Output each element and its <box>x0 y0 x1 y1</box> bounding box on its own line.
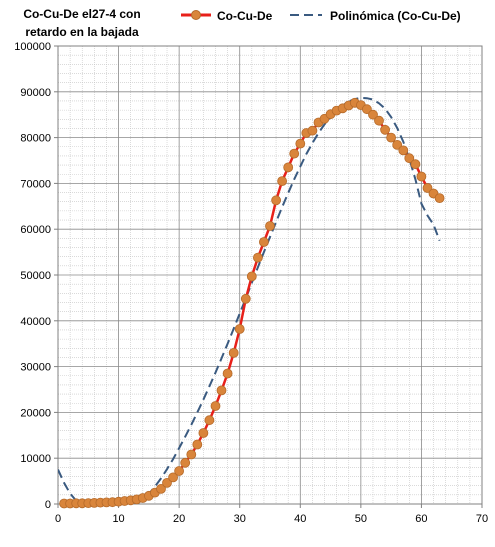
data-point-co-cu-de <box>392 139 403 150</box>
y-tick-label: 80000 <box>20 133 51 145</box>
data-point-co-cu-de <box>295 138 306 149</box>
legend-marker-co-cu-de <box>191 10 201 20</box>
chart-title-line-2: retardo en la bajada <box>25 25 139 39</box>
y-tick-label: 90000 <box>20 87 51 99</box>
legend-label-co-cu-de: Co-Cu-De <box>217 9 273 23</box>
y-tick-label: 10000 <box>20 453 51 465</box>
data-point-co-cu-de <box>174 466 185 476</box>
data-point-co-cu-de <box>374 115 384 126</box>
y-tick-label: 30000 <box>20 362 51 374</box>
data-point-co-cu-de <box>198 428 209 438</box>
data-point-co-cu-de <box>307 125 318 136</box>
data-point-co-cu-de <box>416 171 427 182</box>
data-point-co-cu-de <box>277 176 288 187</box>
data-point-co-cu-de <box>434 193 445 204</box>
data-point-co-cu-de <box>186 449 197 460</box>
data-point-co-cu-de <box>265 221 275 231</box>
x-tick-label: 30 <box>234 513 246 525</box>
legend-label-polinomica: Polinómica (Co-Cu-De) <box>330 9 461 23</box>
axes: 0 10000 20000 30000 40000 50000 60000 70000 8000… <box>14 41 488 525</box>
data-point-co-cu-de <box>228 347 239 358</box>
data-point-co-cu-de <box>204 415 215 426</box>
y-tick-label: 50000 <box>20 270 51 282</box>
series <box>58 96 445 509</box>
y-tick-label: 100000 <box>14 41 51 53</box>
x-tick-label: 70 <box>476 513 488 525</box>
chart-title-line-1: Co-Cu-De el27-4 con <box>23 7 140 21</box>
data-point-co-cu-de <box>368 109 378 120</box>
data-point-co-cu-de <box>398 145 409 156</box>
legend-background <box>177 4 477 26</box>
data-point-co-cu-de <box>386 132 397 143</box>
data-point-co-cu-de <box>168 472 179 483</box>
data-point-co-cu-de <box>180 457 191 468</box>
gridlines <box>58 46 482 504</box>
data-point-co-cu-de <box>222 368 233 379</box>
data-point-co-cu-de <box>380 124 391 135</box>
data-point-co-cu-de <box>246 271 257 282</box>
chart-title: Co-Cu-De el27-4 con retardo en la bajada <box>6 4 161 42</box>
y-tick-label: 20000 <box>20 407 51 419</box>
x-tick-label: 60 <box>415 513 427 525</box>
y-tick-label: 70000 <box>20 178 51 190</box>
data-point-co-cu-de <box>216 385 227 396</box>
data-point-co-cu-de <box>361 104 372 115</box>
data-point-co-cu-de <box>283 162 294 173</box>
data-point-co-cu-de <box>162 477 172 488</box>
data-point-co-cu-de <box>410 159 421 170</box>
data-point-co-cu-de <box>271 195 282 206</box>
data-point-co-cu-de <box>156 483 166 494</box>
data-point-co-cu-de <box>240 293 251 304</box>
data-point-co-cu-de <box>252 252 263 263</box>
x-tick-label: 10 <box>112 513 124 525</box>
data-point-co-cu-de <box>422 183 433 193</box>
legend: Co-Cu-De Polinómica (Co-Cu-De) <box>177 4 477 26</box>
x-tick-label: 50 <box>355 513 367 525</box>
y-tick-label: 60000 <box>20 224 51 236</box>
data-point-co-cu-de <box>210 401 221 411</box>
x-tick-label: 20 <box>173 513 185 525</box>
x-tick-label: 40 <box>294 513 306 525</box>
data-point-co-cu-de <box>404 153 415 164</box>
y-tick-label: 40000 <box>20 316 51 328</box>
data-point-co-cu-de <box>289 148 300 159</box>
data-point-co-cu-de <box>258 237 269 247</box>
y-tick-label: 0 <box>45 499 51 511</box>
x-tick-label: 0 <box>55 513 61 525</box>
data-point-co-cu-de <box>234 324 245 334</box>
data-point-co-cu-de <box>192 439 203 450</box>
